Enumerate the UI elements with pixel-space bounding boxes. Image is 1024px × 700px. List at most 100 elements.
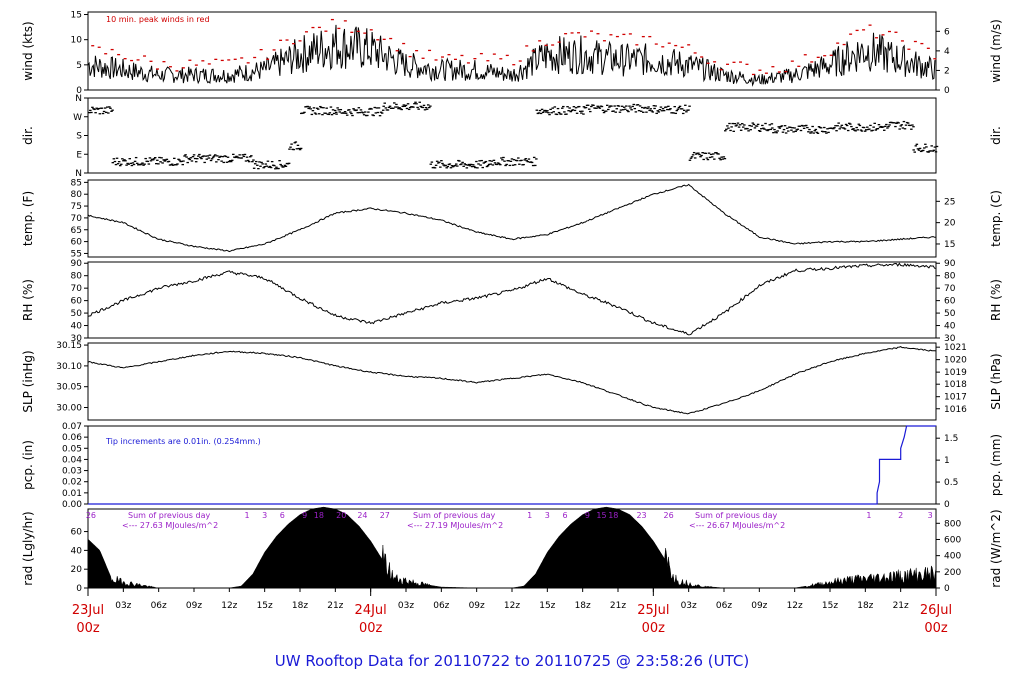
time-tick-label: 09z: [751, 601, 767, 611]
time-tick-label: 18z: [857, 601, 873, 611]
temp-ytick-label: 65: [71, 226, 82, 236]
time-tick-label: 03z: [115, 601, 131, 611]
day-time-label: 00z: [642, 621, 666, 636]
rh-ytick-label: 80: [71, 272, 83, 282]
time-tick-label: 15z: [822, 601, 838, 611]
temp-frame: [87, 179, 937, 258]
rad-series: [87, 506, 937, 589]
dir-ytick-label: W: [73, 113, 82, 123]
time-tick-label: 21z: [893, 601, 909, 611]
time-tick-label: 21z: [327, 601, 343, 611]
rh-y2tick-label: 60: [944, 297, 956, 307]
temp-series: [87, 183, 937, 253]
time-tick-label: 03z: [398, 601, 414, 611]
pcp-ytick-label: 0.02: [62, 478, 82, 488]
pcp-ytick-label: 0.03: [62, 467, 82, 477]
rad-hour-label: 24: [357, 511, 367, 520]
slp-ytick-label: 30.05: [56, 383, 82, 393]
rh-y2tick-label: 50: [944, 309, 956, 319]
slp-y2tick-label: 1016: [944, 405, 967, 415]
pcp-ytick-label: 0.04: [62, 455, 82, 465]
time-tick-label: 18z: [292, 601, 308, 611]
slp-ylabel2: SLP (hPa): [989, 353, 1003, 409]
time-tick-label: 12z: [221, 601, 237, 611]
rad-hour-label: 27: [380, 511, 390, 520]
rad-hour-label: 26: [86, 511, 96, 520]
time-tick-label: 18z: [575, 601, 591, 611]
rad-hour-label: 3: [262, 511, 267, 520]
rad-hour-label: 1: [866, 511, 871, 520]
rad-hour-label: 6: [562, 511, 567, 520]
wind-y2tick-label: 0: [944, 86, 950, 96]
rh-ylabel: RH (%): [21, 279, 35, 321]
rad-hour-label: 20: [336, 511, 346, 520]
temp-y2tick-label: 15: [944, 240, 955, 250]
pcp-ytick-label: 0.07: [62, 422, 82, 432]
rad-ylabel: rad (Lgly/hr): [21, 511, 35, 585]
rad-sum-label: Sum of previous day: [695, 511, 777, 520]
rh-ylabel2: RH (%): [989, 279, 1003, 321]
wind-annotation: 10 min. peak winds in red: [106, 15, 210, 24]
temp-ylabel: temp. (F): [21, 191, 35, 246]
rad-hour-label: 26: [664, 511, 674, 520]
rad-sum-total: <--- 26.67 MJoules/m^2: [689, 521, 785, 530]
dir-ylabel2: dir.: [989, 126, 1003, 145]
day-time-label: 00z: [76, 621, 100, 636]
slp-y2tick-label: 1020: [944, 356, 967, 366]
rad-hour-label: 1: [244, 511, 249, 520]
pcp-ylabel: pcp. (in): [21, 440, 35, 490]
rad-hour-label: 1: [527, 511, 532, 520]
rh-ytick-label: 70: [71, 284, 83, 294]
rad-y2tick-label: 800: [944, 519, 961, 529]
time-tick-label: 12z: [787, 601, 803, 611]
day-label: 24Jul: [355, 603, 387, 618]
rh-ytick-label: 90: [71, 259, 83, 269]
temp-ylabel2: temp. (C): [989, 190, 1003, 247]
pcp-y2tick-label: 1.5: [944, 434, 958, 444]
wind-ytick-label: 10: [71, 36, 83, 46]
slp-y2tick-label: 1021: [944, 343, 967, 353]
pcp-series: [88, 425, 936, 505]
rad-y2tick-label: 400: [944, 552, 961, 562]
rad-ytick-label: 20: [71, 565, 83, 575]
temp-ytick-label: 55: [71, 249, 82, 259]
temp-y2tick-label: 25: [944, 197, 955, 207]
pcp-ylabel2: pcp. (mm): [989, 434, 1003, 496]
wind-series: [87, 24, 936, 87]
time-tick-label: 09z: [469, 601, 485, 611]
slp-y2tick-label: 1018: [944, 380, 967, 390]
rad-hour-label: 3: [545, 511, 550, 520]
rad-hour-label: 3: [928, 511, 933, 520]
wind-y2tick-label: 2: [944, 66, 950, 76]
rad-hour-label: 18: [314, 511, 324, 520]
dir-ytick-label: S: [76, 132, 82, 142]
time-tick-label: 06z: [433, 601, 449, 611]
slp-y2tick-label: 1017: [944, 393, 967, 403]
rad-sum-label: Sum of previous day: [128, 511, 210, 520]
pcp-ytick-label: 0.06: [62, 433, 82, 443]
day-label: 26Jul: [920, 603, 952, 618]
slp-series: [87, 346, 937, 415]
time-tick-label: 06z: [151, 601, 167, 611]
temp-ytick-label: 60: [71, 238, 83, 248]
time-tick-label: 15z: [257, 601, 273, 611]
rh-series: [87, 262, 937, 336]
pcp-ytick-label: 0.00: [62, 500, 82, 510]
rad-y2tick-label: 600: [944, 535, 961, 545]
rad-sum-total: <--- 27.19 MJoules/m^2: [407, 521, 503, 530]
time-tick-label: 06z: [716, 601, 732, 611]
slp-y2tick-label: 1019: [944, 368, 967, 378]
dir-ytick-label: N: [75, 94, 82, 104]
pcp-ytick-label: 0.01: [62, 489, 82, 499]
rad-ytick-label: 60: [71, 528, 83, 538]
dir-ytick-label: N: [75, 169, 82, 179]
day-label: 25Jul: [637, 603, 669, 618]
pcp-annotation: Tip increments are 0.01in. (0.254mm.): [105, 437, 261, 446]
rad-y2tick-label: 0: [944, 584, 950, 594]
day-time-label: 00z: [924, 621, 948, 636]
rad-sum-total: <--- 27.63 MJoules/m^2: [122, 521, 218, 530]
rad-ylabel2: rad (W/m^2): [989, 509, 1003, 587]
day-label: 23Jul: [72, 603, 104, 618]
rad-ytick-label: 40: [71, 546, 83, 556]
